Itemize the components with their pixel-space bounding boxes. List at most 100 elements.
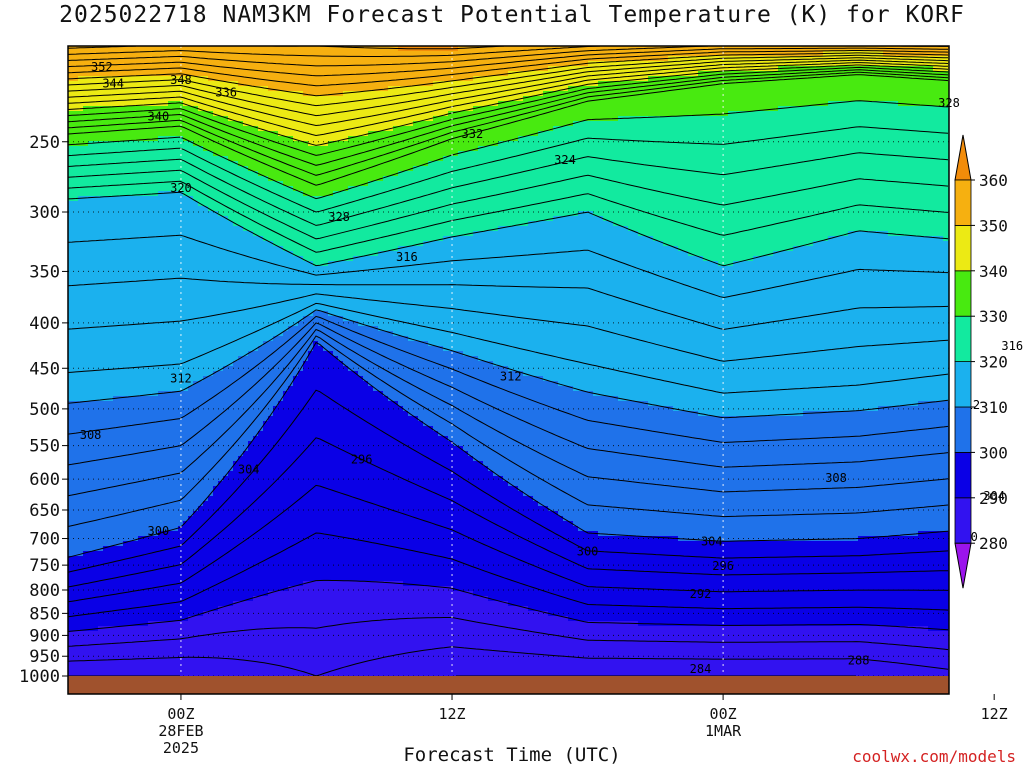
theta-cell <box>83 446 89 452</box>
theta-cell <box>88 501 94 507</box>
theta-cell <box>98 586 104 592</box>
theta-cell <box>228 436 234 442</box>
theta-cell <box>258 96 264 102</box>
theta-cell <box>158 326 164 332</box>
theta-cell <box>253 321 259 327</box>
theta-cell <box>223 491 229 497</box>
theta-cell <box>213 356 219 362</box>
theta-cell <box>248 556 254 562</box>
theta-cell <box>138 541 144 547</box>
theta-cell <box>168 606 174 612</box>
theta-cell <box>118 506 124 512</box>
theta-cell <box>138 591 144 597</box>
theta-cell <box>73 351 79 357</box>
theta-cell <box>148 326 154 332</box>
theta-cell <box>208 646 214 652</box>
theta-cell <box>118 206 124 212</box>
theta-cell <box>223 401 229 407</box>
theta-cell <box>213 421 219 427</box>
theta-cell <box>73 311 79 317</box>
theta-cell <box>113 501 119 507</box>
theta-cell <box>118 51 124 57</box>
theta-cell <box>133 531 139 537</box>
theta-cell <box>218 626 224 632</box>
theta-cell <box>173 661 179 667</box>
theta-cell <box>153 326 159 332</box>
theta-cell <box>88 326 94 332</box>
theta-cell <box>143 56 149 62</box>
theta-cell <box>183 336 189 342</box>
theta-cell <box>118 246 124 252</box>
theta-cell <box>148 396 154 402</box>
theta-cell <box>223 581 229 587</box>
theta-cell <box>73 296 79 302</box>
theta-cell <box>213 596 219 602</box>
theta-cell <box>143 381 149 387</box>
theta-cell <box>193 656 199 662</box>
theta-cell <box>133 661 139 667</box>
theta-cell <box>88 666 94 672</box>
theta-cell <box>163 71 169 77</box>
theta-cell <box>143 281 149 287</box>
theta-cell <box>103 226 109 232</box>
theta-cell <box>233 296 239 302</box>
theta-cell <box>253 186 259 192</box>
theta-cell <box>133 501 139 507</box>
theta-cell <box>113 266 119 272</box>
theta-cell <box>183 291 189 297</box>
theta-cell <box>168 421 174 427</box>
theta-cell <box>78 181 84 187</box>
theta-cell <box>193 241 199 247</box>
theta-cell <box>78 556 84 562</box>
theta-cell <box>133 261 139 267</box>
theta-cell <box>93 241 99 247</box>
theta-cell <box>253 511 259 517</box>
theta-cell <box>248 576 254 582</box>
theta-cell <box>133 196 139 202</box>
theta-cell <box>83 661 89 667</box>
theta-cell <box>83 191 89 197</box>
theta-cell <box>173 226 179 232</box>
theta-cell <box>183 51 189 57</box>
theta-cell <box>228 226 234 232</box>
theta-cell <box>113 166 119 172</box>
theta-cell <box>258 71 264 77</box>
theta-cell <box>218 666 224 672</box>
theta-cell <box>228 151 234 157</box>
theta-cell <box>193 621 199 627</box>
theta-cell <box>228 331 234 337</box>
theta-cell <box>118 166 124 172</box>
theta-cell <box>208 46 214 52</box>
theta-cell <box>208 281 214 287</box>
theta-cell <box>148 646 154 652</box>
theta-cell <box>188 416 194 422</box>
theta-cell <box>103 241 109 247</box>
theta-cell <box>158 286 164 292</box>
theta-cell <box>93 251 99 257</box>
theta-cell <box>83 381 89 387</box>
theta-cell <box>243 586 249 592</box>
theta-cell <box>108 461 114 467</box>
theta-cell <box>183 566 189 572</box>
theta-cell <box>78 256 84 262</box>
theta-cell <box>168 261 174 267</box>
theta-cell <box>233 661 239 667</box>
theta-cell <box>198 226 204 232</box>
theta-cell <box>108 346 114 352</box>
theta-cell <box>233 351 239 357</box>
theta-cell <box>213 376 219 382</box>
theta-cell <box>168 356 174 362</box>
theta-cell <box>243 551 249 557</box>
theta-cell <box>68 636 74 642</box>
theta-cell <box>258 601 264 607</box>
theta-cell <box>68 206 74 212</box>
theta-cell <box>238 666 244 672</box>
theta-cell <box>183 551 189 557</box>
theta-cell <box>158 376 164 382</box>
theta-cell <box>123 521 129 527</box>
theta-cell <box>153 481 159 487</box>
theta-cell <box>108 501 114 507</box>
theta-cell <box>193 586 199 592</box>
theta-cell <box>258 596 264 602</box>
theta-cell <box>138 666 144 672</box>
